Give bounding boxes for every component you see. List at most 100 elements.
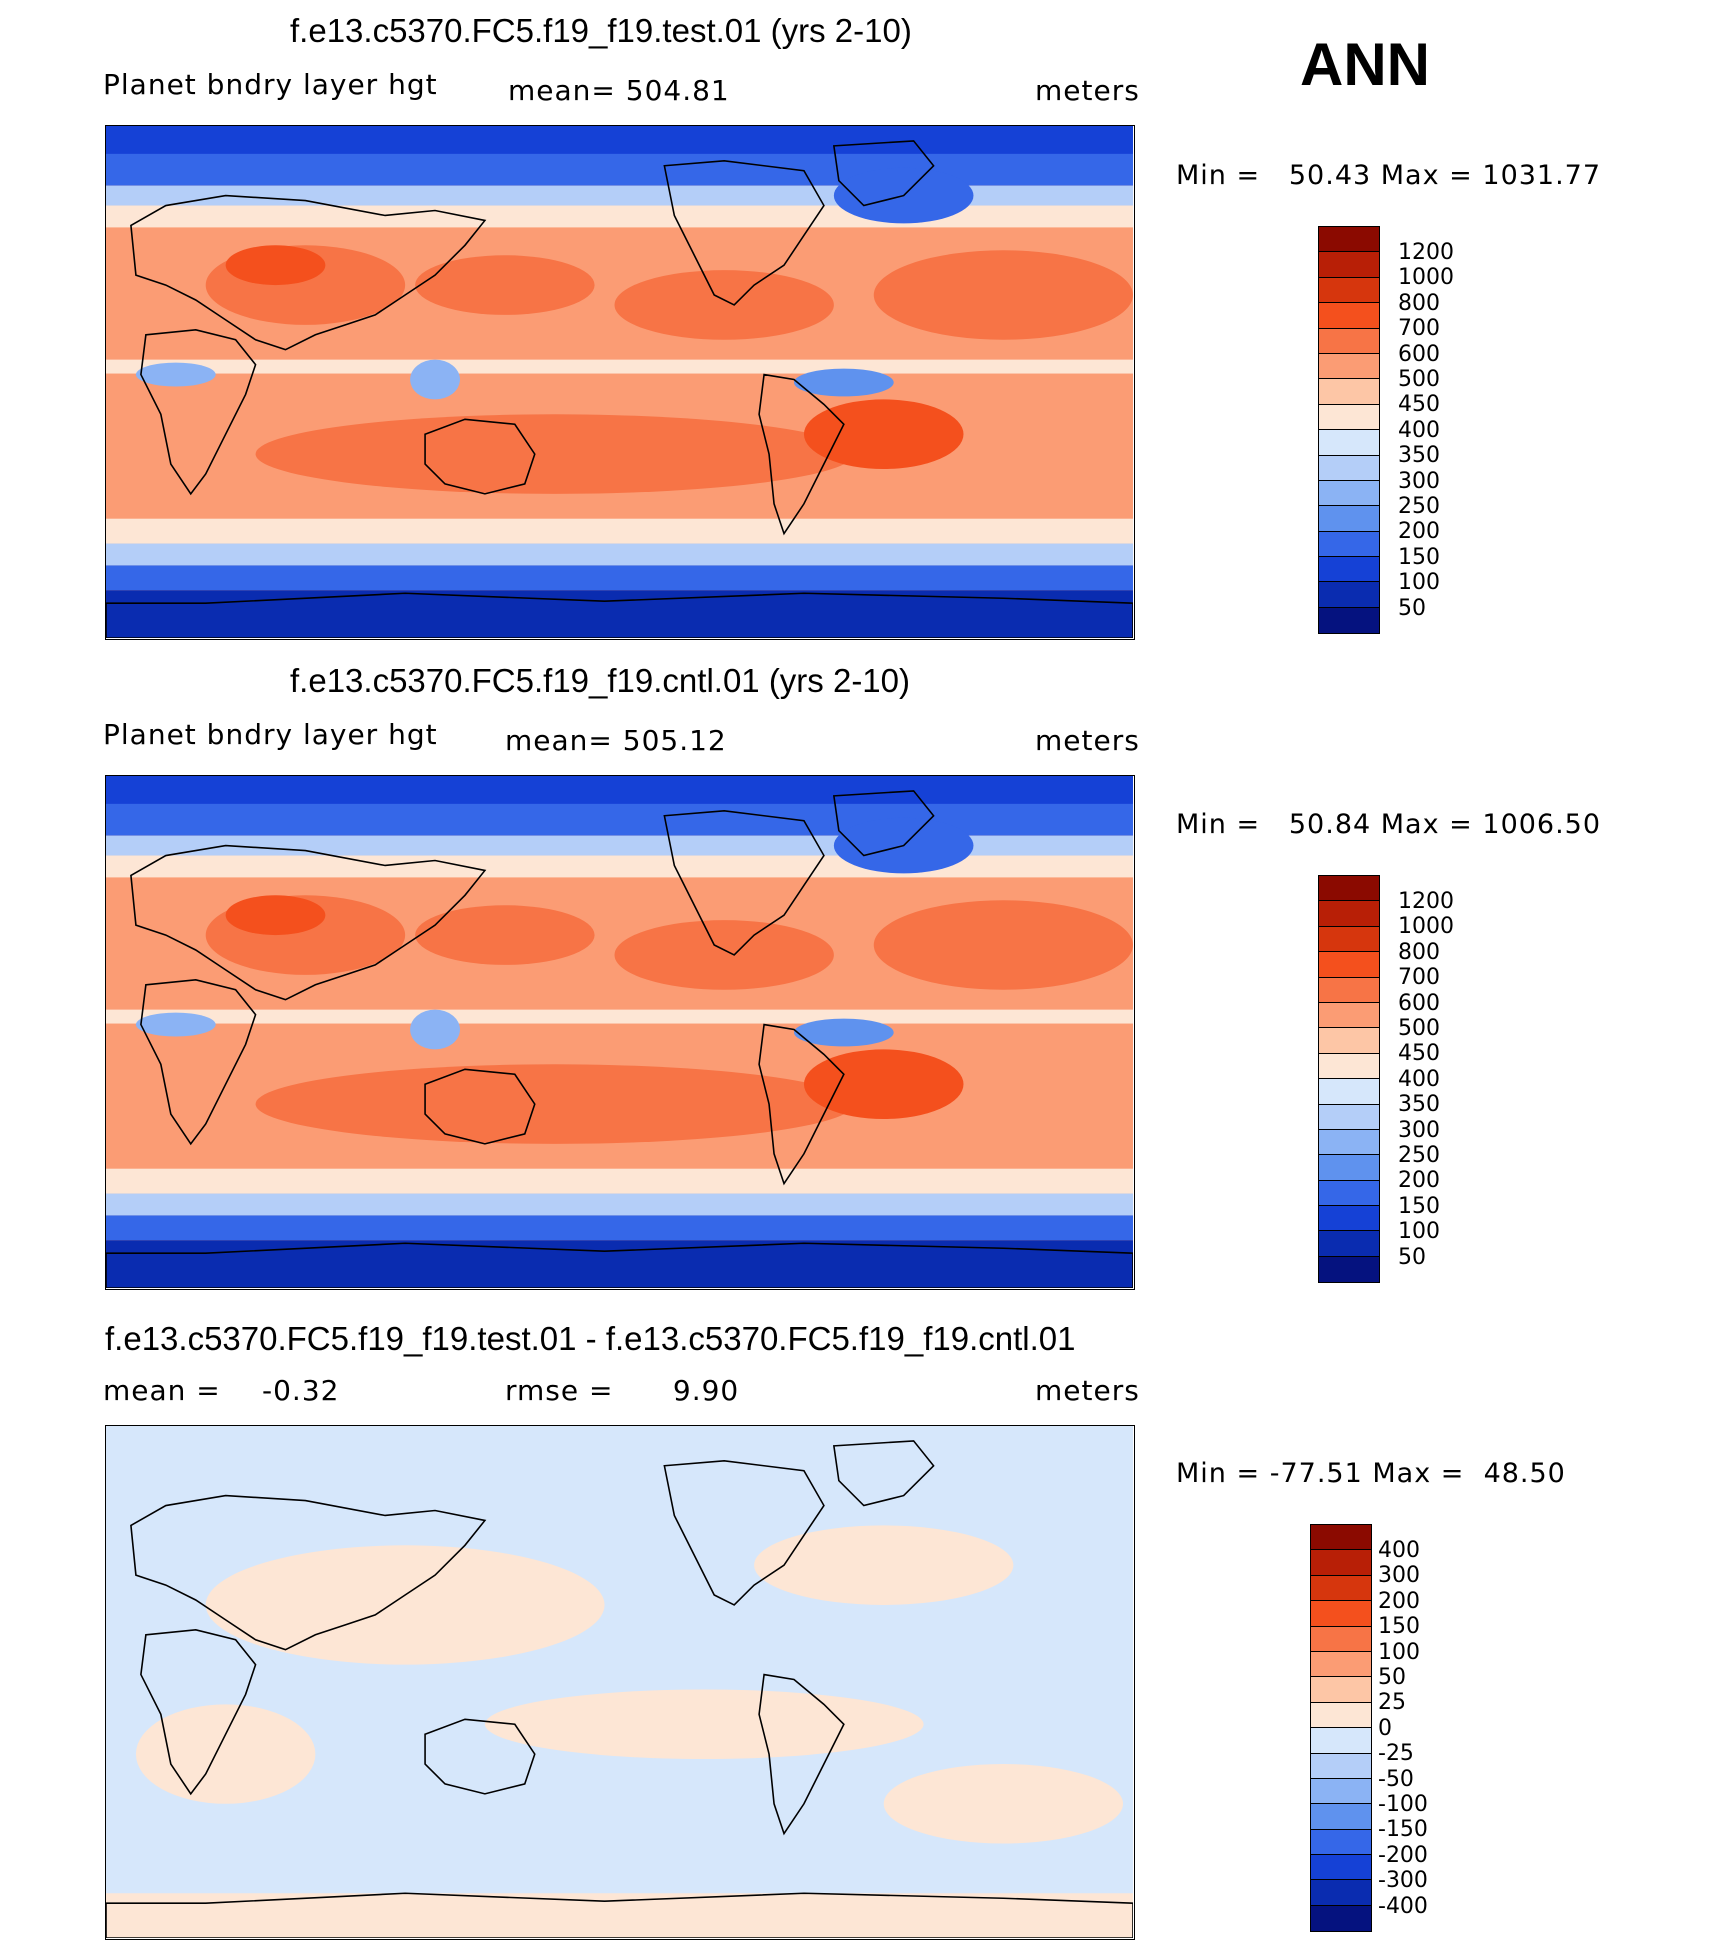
colorbar-box <box>1319 252 1379 278</box>
colorbar-box <box>1319 1180 1379 1207</box>
colorbar-box <box>1311 1601 1371 1627</box>
minmax-test: Min = 50.43 Max = 1031.77 <box>1176 160 1601 191</box>
panel-title-diff: f.e13.c5370.FC5.f19_f19.test.01 - f.e13.… <box>105 1320 1076 1357</box>
rmse-label-diff: rmse = 9.90 <box>505 1374 740 1407</box>
colorbar-tick-label: 300 <box>1378 1563 1420 1589</box>
colorbar-tick-label: 700 <box>1398 316 1440 342</box>
max-label: Max = <box>1372 1458 1465 1489</box>
min-label: Min = <box>1176 160 1261 191</box>
colorbar-tick-label: 250 <box>1398 494 1440 519</box>
colorbar-tick-label: 150 <box>1378 1614 1420 1640</box>
coastline <box>832 1440 935 1507</box>
colorbar-tick-label: 200 <box>1398 1168 1440 1194</box>
colorbar-box <box>1319 227 1379 253</box>
colorbar-box <box>1319 328 1379 354</box>
colorbar-box <box>1319 1104 1379 1130</box>
units-label-cntl: meters <box>1035 724 1140 757</box>
coastline <box>832 790 935 857</box>
colorbar-tick-label: 600 <box>1398 341 1440 367</box>
colorbar-diff <box>1310 1524 1372 1933</box>
colorbar-box <box>1311 1651 1371 1678</box>
colorbar-box <box>1311 1677 1371 1703</box>
colorbar-tick-label: 450 <box>1398 392 1440 418</box>
colorbar-box <box>1311 1778 1371 1805</box>
colorbar-tick-label: 1000 <box>1398 265 1454 291</box>
max-label: Max = <box>1380 160 1473 191</box>
colorbar-tick-label: -100 <box>1378 1792 1428 1817</box>
mean-label-test: mean= 504.81 <box>508 74 730 107</box>
colorbar-tick-label: 400 <box>1378 1538 1420 1563</box>
coastline <box>140 979 257 1146</box>
colorbar-box <box>1319 901 1379 927</box>
colorbar-tick-label: 400 <box>1398 1066 1440 1092</box>
panel-title-test: f.e13.c5370.FC5.f19_f19.test.01 (yrs 2-1… <box>290 12 912 49</box>
colorbar-box <box>1311 1804 1371 1830</box>
min-value: -77.51 <box>1269 1458 1363 1489</box>
colorbar-box <box>1311 1829 1371 1856</box>
colorbar-box <box>1311 1855 1371 1881</box>
coastline <box>663 159 825 306</box>
colorbar-tick-label: 150 <box>1398 1193 1440 1219</box>
colorbar-tick-label: 300 <box>1398 1117 1440 1143</box>
colorbar-tick-label: 250 <box>1398 1143 1440 1168</box>
coastline <box>106 1242 1133 1288</box>
colorbar-tick-label: 100 <box>1378 1639 1420 1665</box>
colorbar-tick-label: -200 <box>1378 1842 1428 1868</box>
colorbar-box <box>1319 277 1379 304</box>
colorbar-tick-label: 400 <box>1398 417 1440 443</box>
coastline <box>106 592 1133 638</box>
colorbar-tick-label: 600 <box>1398 990 1440 1016</box>
colorbar-tick-label: 1200 <box>1398 240 1454 265</box>
colorbar-tick-label: 350 <box>1398 1092 1440 1118</box>
colorbar-test <box>1318 226 1380 635</box>
max-label: Max = <box>1380 809 1473 840</box>
colorbar-box <box>1319 506 1379 532</box>
coastline <box>832 140 935 207</box>
colorbar-box <box>1319 353 1379 380</box>
colorbar-tick-label: 0 <box>1378 1715 1392 1741</box>
colorbar-tick-label: 50 <box>1398 595 1426 621</box>
colorbar-tick-label: 200 <box>1398 519 1440 545</box>
units-label-test: meters <box>1035 74 1140 107</box>
coastline <box>663 809 825 956</box>
max-value: 1006.50 <box>1482 809 1602 840</box>
coastline <box>140 1629 257 1796</box>
units-label-diff: meters <box>1035 1374 1140 1407</box>
map-test <box>105 125 1135 640</box>
colorbar-box <box>1319 952 1379 978</box>
colorbar-box <box>1319 607 1379 634</box>
coastline <box>130 194 487 351</box>
colorbar-tick-label: -50 <box>1378 1766 1414 1792</box>
variable-label-test: Planet bndry layer hgt <box>103 68 438 101</box>
map-field <box>106 1426 1133 1938</box>
colorbar-box <box>1311 1626 1371 1652</box>
coastline <box>424 1718 536 1795</box>
season-label: ANN <box>1300 31 1430 98</box>
coastline <box>130 844 487 1001</box>
colorbar-tick-label: 800 <box>1398 290 1440 316</box>
colorbar-tick-label: -300 <box>1378 1868 1428 1894</box>
coastline <box>758 373 845 536</box>
map-field <box>106 776 1133 1288</box>
panel-title-cntl: f.e13.c5370.FC5.f19_f19.cntl.01 (yrs 2-1… <box>290 662 911 699</box>
colorbar-tick-label: 350 <box>1398 443 1440 469</box>
colorbar-box <box>1319 1002 1379 1029</box>
coastline <box>424 418 536 495</box>
colorbar-box <box>1319 1206 1379 1232</box>
coastline <box>130 1494 487 1651</box>
mean-value-diff: -0.32 <box>262 1374 340 1407</box>
colorbar-tick-label: 50 <box>1378 1665 1406 1690</box>
colorbar-box <box>1319 379 1379 405</box>
colorbar-tick-label: 150 <box>1398 544 1440 570</box>
colorbar-tick-label: 50 <box>1398 1244 1426 1270</box>
colorbar-box <box>1319 480 1379 507</box>
colorbar-tick-label: 100 <box>1398 570 1440 596</box>
min-label: Min = <box>1176 809 1261 840</box>
min-value: 50.43 <box>1288 160 1372 191</box>
colorbar-tick-label: -25 <box>1378 1741 1414 1767</box>
colorbar-box <box>1319 455 1379 481</box>
colorbar-tick-label: 100 <box>1398 1219 1440 1245</box>
colorbar-tick-label: 450 <box>1398 1041 1440 1067</box>
colorbar-tick-label: 500 <box>1398 367 1440 392</box>
colorbar-box <box>1319 582 1379 608</box>
